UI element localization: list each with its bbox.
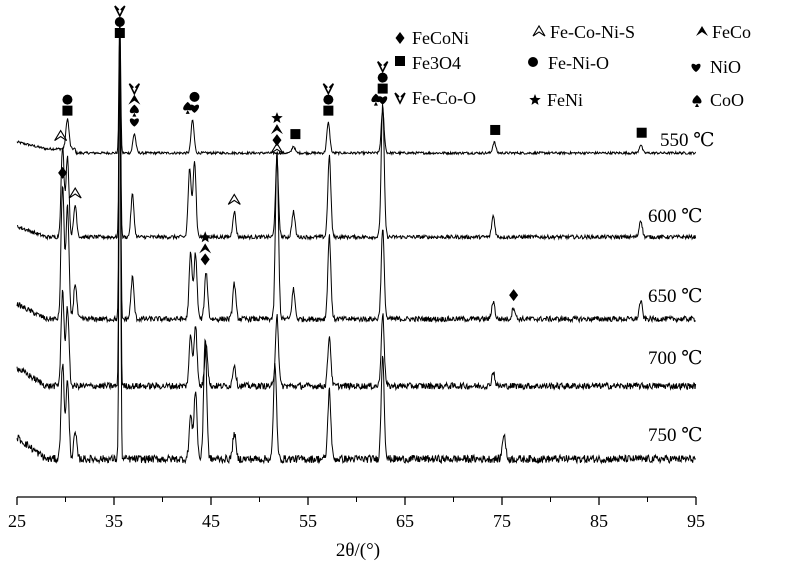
circle-marker — [62, 94, 73, 105]
solid-chevron-marker — [696, 26, 708, 36]
square-marker — [323, 105, 334, 116]
x-tick-label: 55 — [299, 511, 317, 531]
star-marker — [271, 112, 283, 123]
square-marker — [395, 56, 405, 66]
spade-marker — [183, 101, 193, 114]
series-trace — [16, 39, 696, 465]
v-shape-marker — [376, 61, 389, 74]
legend-label: NiO — [710, 57, 741, 77]
x-tick-label: 85 — [590, 511, 608, 531]
v-shape-marker — [394, 92, 406, 105]
heart-marker — [129, 118, 139, 127]
x-tick-label: 95 — [687, 511, 705, 531]
diamond-marker — [395, 32, 405, 44]
square-marker — [377, 83, 388, 94]
v-shape-marker — [322, 83, 335, 96]
series-trace — [16, 27, 696, 324]
v-shape-marker — [128, 83, 141, 96]
x-tick-label: 65 — [396, 511, 414, 531]
x-tick-label: 25 — [8, 511, 26, 531]
open-chevron-marker — [270, 142, 284, 154]
series-label: 600 ℃ — [648, 206, 703, 227]
diamond-marker — [272, 134, 282, 147]
square-marker — [490, 124, 501, 135]
x-tick-label: 45 — [202, 511, 220, 531]
legend: FeCoNi Fe-Co-Ni-S FeCo Fe3O4 Fe-Ni-O NiO Fe-Co… — [394, 22, 751, 110]
v-shape-marker — [114, 5, 126, 18]
diffraction-traces: 550 ℃ 600 ℃ 650 ℃ 700 ℃ 750 ℃ — [16, 19, 715, 465]
open-chevron-marker — [68, 186, 82, 199]
series-trace — [16, 19, 697, 157]
open-chevron-marker — [227, 193, 241, 205]
circle-marker — [114, 17, 125, 27]
x-axis-ticks: 25 35 45 55 65 75 85 95 — [8, 497, 705, 531]
legend-label: FeCo — [712, 22, 751, 42]
legend-label: Fe3O4 — [412, 53, 461, 73]
legend-label: Fe-Co-O — [412, 88, 476, 108]
circle-marker — [189, 91, 200, 102]
diamond-marker — [509, 289, 519, 302]
series-label: 550 ℃ — [660, 130, 715, 151]
legend-label: CoO — [710, 90, 744, 110]
square-marker — [290, 129, 301, 140]
series-label: 750 ℃ — [648, 425, 703, 446]
x-tick-label: 75 — [493, 511, 511, 531]
square-marker — [62, 105, 73, 116]
phase-markers — [54, 5, 647, 302]
legend-label: FeCoNi — [412, 28, 469, 48]
spade-marker — [129, 104, 139, 117]
square-marker — [636, 127, 647, 138]
x-tick-label: 35 — [105, 511, 123, 531]
spade-marker — [371, 93, 381, 106]
open-chevron-marker — [54, 129, 68, 141]
square-marker — [114, 28, 125, 38]
heart-marker — [378, 96, 388, 105]
open-chevron-marker — [532, 24, 546, 37]
star-marker — [529, 94, 541, 105]
x-axis-title: 2θ/(°) — [336, 540, 380, 561]
heart-marker — [189, 104, 200, 113]
solid-chevron-marker — [128, 94, 141, 105]
solid-chevron-marker — [270, 124, 283, 135]
spade-marker — [692, 95, 702, 107]
solid-chevron-marker — [199, 243, 212, 254]
circle-marker — [528, 57, 538, 67]
legend-label: Fe-Ni-O — [548, 53, 609, 73]
series-trace — [17, 31, 697, 241]
diamond-marker — [58, 166, 68, 179]
star-marker — [199, 231, 211, 243]
diamond-marker — [200, 253, 210, 266]
series-trace — [16, 37, 697, 392]
legend-label: FeNi — [547, 90, 583, 110]
series-label: 650 ℃ — [648, 286, 703, 307]
legend-label: Fe-Co-Ni-S — [550, 22, 635, 42]
heart-marker — [691, 63, 701, 72]
circle-marker — [377, 72, 388, 83]
circle-marker — [323, 94, 334, 105]
series-label: 700 ℃ — [648, 348, 703, 369]
